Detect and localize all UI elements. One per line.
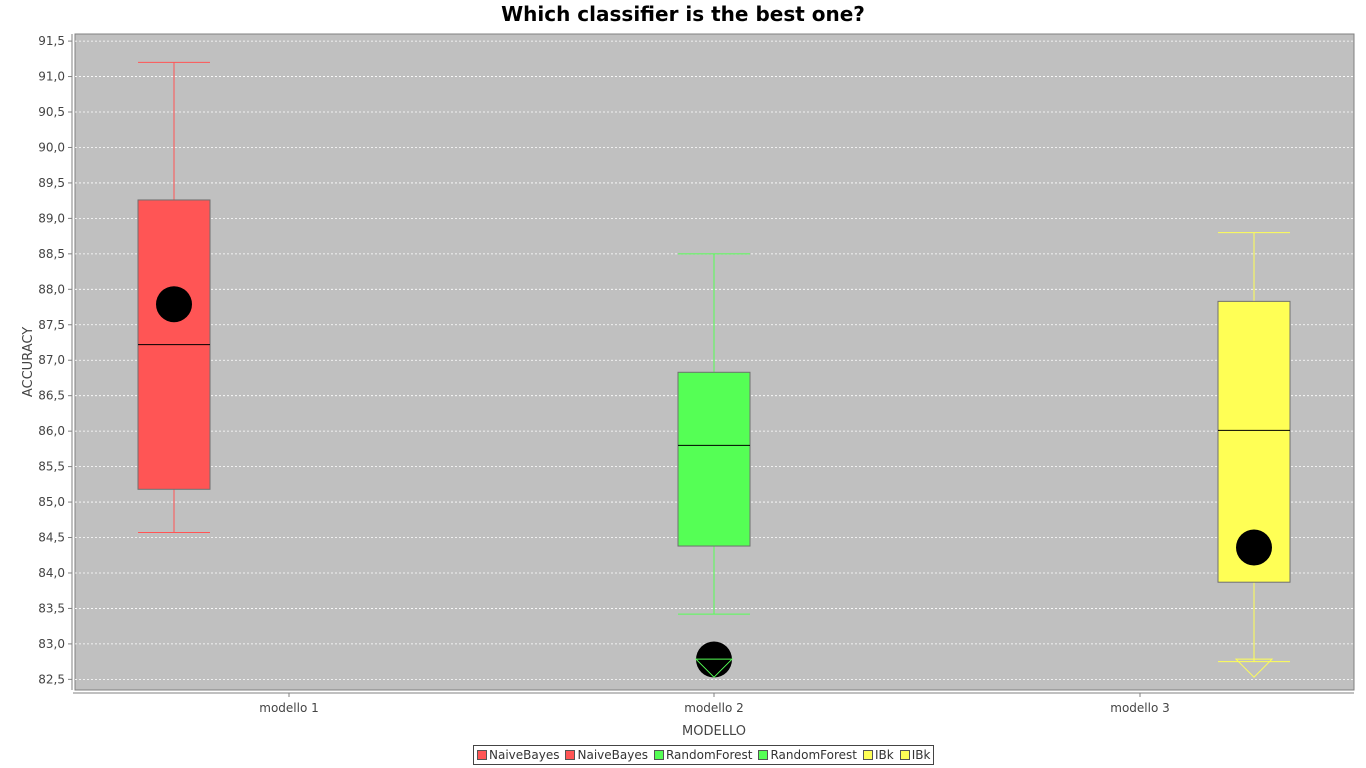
y-tick-label: 85,5 xyxy=(38,460,65,474)
y-tick-label: 89,0 xyxy=(38,211,65,225)
legend-item: RandomForest xyxy=(653,748,753,762)
x-tick-label: modello 1 xyxy=(259,701,319,715)
y-tick-label: 91,0 xyxy=(38,70,65,84)
grid-layer xyxy=(75,40,1354,680)
y-tick-label: 91,5 xyxy=(38,34,65,48)
y-axis-title: ACCURACY xyxy=(21,327,36,397)
x-axis: modello 1 modello 2 modello 3 xyxy=(259,693,1170,715)
legend-label: NaiveBayes xyxy=(577,748,648,762)
y-tick-label: 87,5 xyxy=(38,318,65,332)
y-tick-label: 89,5 xyxy=(38,176,65,190)
mean-marker xyxy=(1236,529,1272,566)
legend-swatch xyxy=(477,750,487,760)
box-layer xyxy=(137,61,1291,678)
legend-swatch xyxy=(899,750,910,760)
y-tick-label: 90,0 xyxy=(38,140,65,154)
y-tick-label: 88,5 xyxy=(38,247,65,261)
legend-label: IBk xyxy=(875,748,894,762)
y-tick-label: 85,0 xyxy=(38,495,65,509)
legend-label: NaiveBayes xyxy=(489,748,560,762)
y-tick-label: 90,5 xyxy=(38,105,65,119)
box-group xyxy=(1217,232,1291,678)
y-tick-label: 84,0 xyxy=(38,566,65,580)
box xyxy=(677,371,751,547)
x-tick-label: modello 2 xyxy=(684,701,744,715)
y-tick-label: 84,5 xyxy=(38,531,65,545)
y-tick-label: 87,0 xyxy=(38,353,65,367)
y-tick-label: 83,0 xyxy=(38,637,65,651)
legend-item: NaiveBayes xyxy=(565,748,648,762)
legend-item: RandomForest xyxy=(758,748,857,762)
y-tick-label: 86,5 xyxy=(38,389,65,403)
box-group xyxy=(677,253,751,678)
legend-swatch xyxy=(653,750,664,760)
legend-swatch xyxy=(758,750,769,760)
x-axis-title: MODELLO xyxy=(682,724,746,739)
legend-swatch xyxy=(863,750,873,760)
legend-swatch xyxy=(565,750,576,760)
legend-label: IBk xyxy=(911,748,931,762)
box-group xyxy=(137,61,211,534)
legend-item: IBk xyxy=(863,748,894,762)
far-outlier-marker xyxy=(694,658,734,678)
y-tick-label: 88,0 xyxy=(38,282,65,296)
mean-marker xyxy=(156,286,192,323)
legend-item: NaiveBayes xyxy=(477,748,559,762)
y-tick-label: 82,5 xyxy=(38,672,65,686)
chart-title: Which classifier is the best one? xyxy=(501,2,865,26)
legend-label: RandomForest xyxy=(665,748,753,762)
legend: NaiveBayes NaiveBayes RandomForest RandomFo… xyxy=(473,745,935,765)
y-tick-label: 86,0 xyxy=(38,424,65,438)
far-outlier-marker xyxy=(1234,658,1274,678)
x-tick-label: modello 3 xyxy=(1110,701,1170,715)
y-axis: 82,5 83,0 83,5 84,0 84,5 85,0 85,5 86,0 86,5 87,0… xyxy=(38,34,72,686)
legend-item: IBk xyxy=(899,748,931,762)
legend-label: RandomForest xyxy=(770,748,857,762)
y-tick-label: 83,5 xyxy=(38,601,65,615)
